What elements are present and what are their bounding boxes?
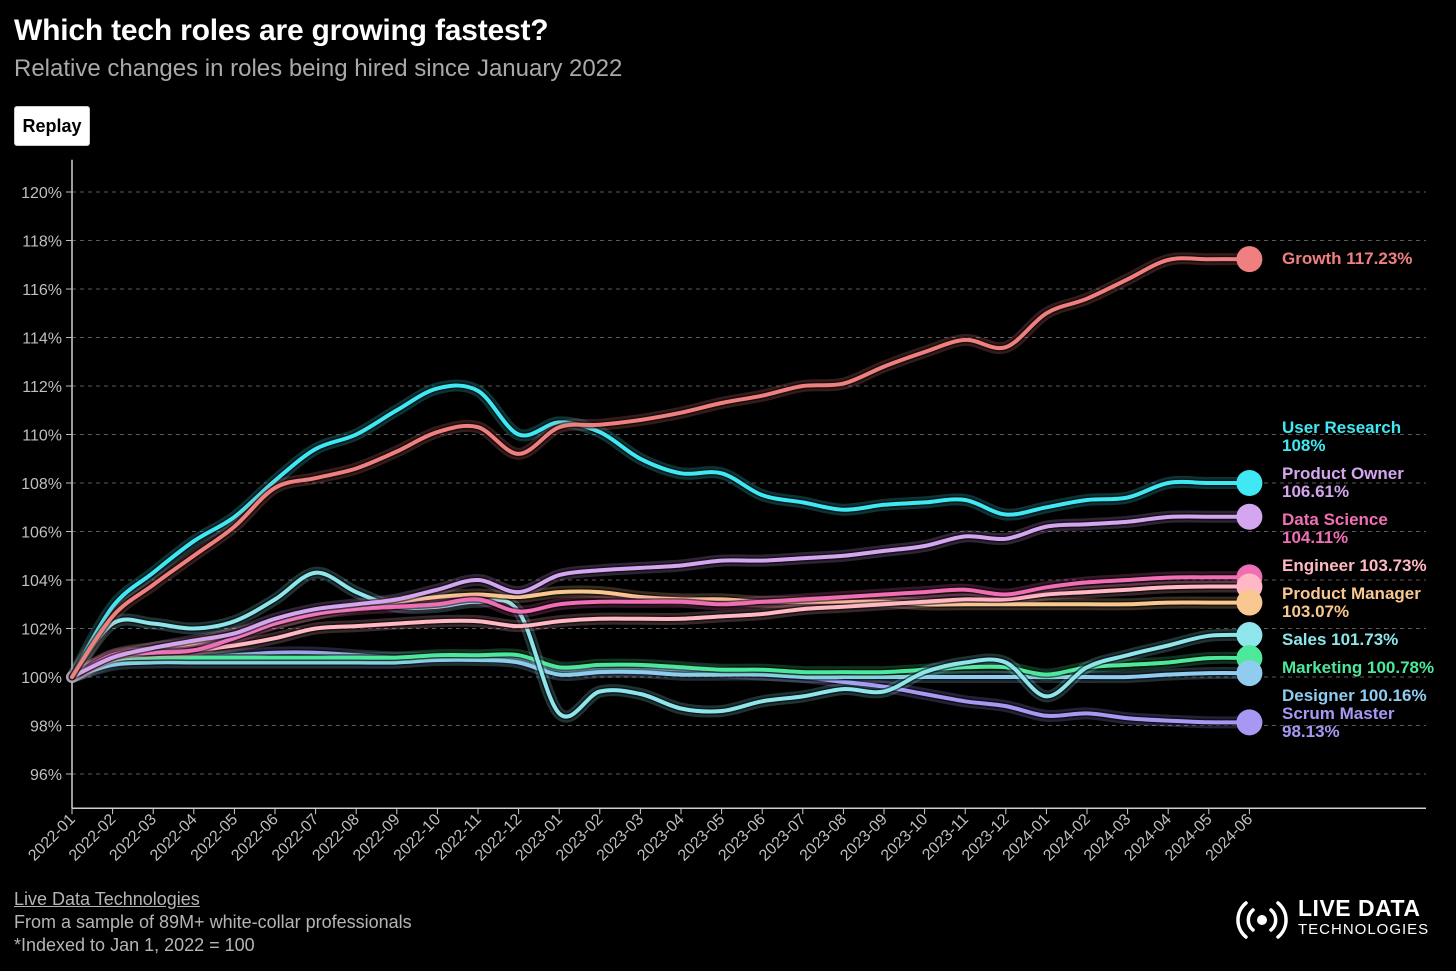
series-end-marker bbox=[1236, 503, 1263, 530]
series-markers bbox=[1236, 246, 1263, 736]
series-label: Engineer 103.73% bbox=[1282, 556, 1427, 575]
series-label: Marketing 100.78% bbox=[1282, 658, 1434, 677]
series-end-marker bbox=[1236, 470, 1263, 496]
series-label: Sales 101.73% bbox=[1282, 630, 1398, 649]
y-tick-label: 104% bbox=[21, 573, 62, 590]
series-label: Data Science bbox=[1282, 510, 1388, 529]
series-label: Growth 117.23% bbox=[1282, 249, 1412, 268]
series-end-marker bbox=[1236, 246, 1263, 273]
logo-line1: LIVE DATA bbox=[1298, 895, 1421, 921]
series-label: Product Owner bbox=[1282, 464, 1404, 483]
series-label: 108% bbox=[1282, 436, 1325, 455]
index-note: *Indexed to Jan 1, 2022 = 100 bbox=[14, 935, 255, 955]
series-label: 106.61% bbox=[1282, 482, 1349, 501]
series-line bbox=[70, 570, 1252, 719]
series-line bbox=[70, 575, 1252, 679]
series-label: Scrum Master bbox=[1282, 704, 1395, 723]
source-link[interactable]: Live Data Technologies bbox=[14, 889, 200, 909]
series-label: 104.11% bbox=[1282, 528, 1348, 547]
y-tick-label: 120% bbox=[21, 185, 62, 202]
y-tick-label: 98% bbox=[30, 719, 62, 736]
series-label: 98.13% bbox=[1282, 722, 1340, 741]
replay-button[interactable]: Replay bbox=[14, 106, 90, 146]
y-tick-label: 110% bbox=[22, 428, 62, 445]
series-label: Designer 100.16% bbox=[1282, 686, 1427, 705]
sample-note: From a sample of 89M+ white-collar profe… bbox=[14, 912, 412, 932]
series-end-marker bbox=[1236, 709, 1263, 736]
series-end-marker bbox=[1236, 589, 1263, 616]
logo-line2: TECHNOLOGIES bbox=[1298, 921, 1430, 938]
series-end-marker bbox=[1236, 660, 1263, 687]
series-label: 103.07% bbox=[1282, 602, 1349, 621]
y-axis-ticks: 96% 98% 100% 102% 104% 106% 108% 110% 112% 114% 11… bbox=[21, 185, 72, 784]
axes bbox=[71, 159, 1426, 809]
footer: Live Data Technologies From a sample of … bbox=[14, 888, 412, 957]
broadcast-icon bbox=[1236, 901, 1288, 939]
series-label: User Research bbox=[1282, 418, 1401, 437]
series-line bbox=[70, 256, 1252, 679]
y-tick-label: 96% bbox=[30, 767, 62, 784]
x-axis-ticks: 2022-012022-022022-032022-042022-052022-… bbox=[25, 808, 1256, 865]
y-tick-label: 118% bbox=[22, 234, 62, 251]
series-line bbox=[70, 652, 1252, 679]
series-line bbox=[70, 383, 1252, 679]
series-lines bbox=[66, 252, 1256, 729]
y-tick-label: 108% bbox=[21, 476, 62, 493]
series-line bbox=[70, 514, 1252, 679]
series-end-marker bbox=[1236, 622, 1263, 649]
line-chart: 96% 98% 100% 102% 104% 106% 108% 110% 112% 114% 11… bbox=[21, 159, 1434, 865]
series-line bbox=[70, 584, 1252, 679]
y-tick-label: 114% bbox=[22, 331, 62, 348]
y-tick-label: 116% bbox=[22, 282, 62, 299]
chart-subtitle: Relative changes in roles being hired si… bbox=[14, 55, 623, 82]
series-line bbox=[70, 650, 1252, 725]
y-tick-label: 112% bbox=[22, 379, 62, 396]
series-label: Product Manager bbox=[1282, 584, 1421, 603]
chart-title: Which tech roles are growing fastest? bbox=[14, 14, 549, 47]
y-tick-label: 102% bbox=[21, 622, 62, 639]
y-tick-label: 100% bbox=[21, 670, 62, 687]
live-data-technologies-logo: LIVE DATA TECHNOLOGIES bbox=[1236, 895, 1446, 942]
y-tick-label: 106% bbox=[21, 525, 62, 542]
